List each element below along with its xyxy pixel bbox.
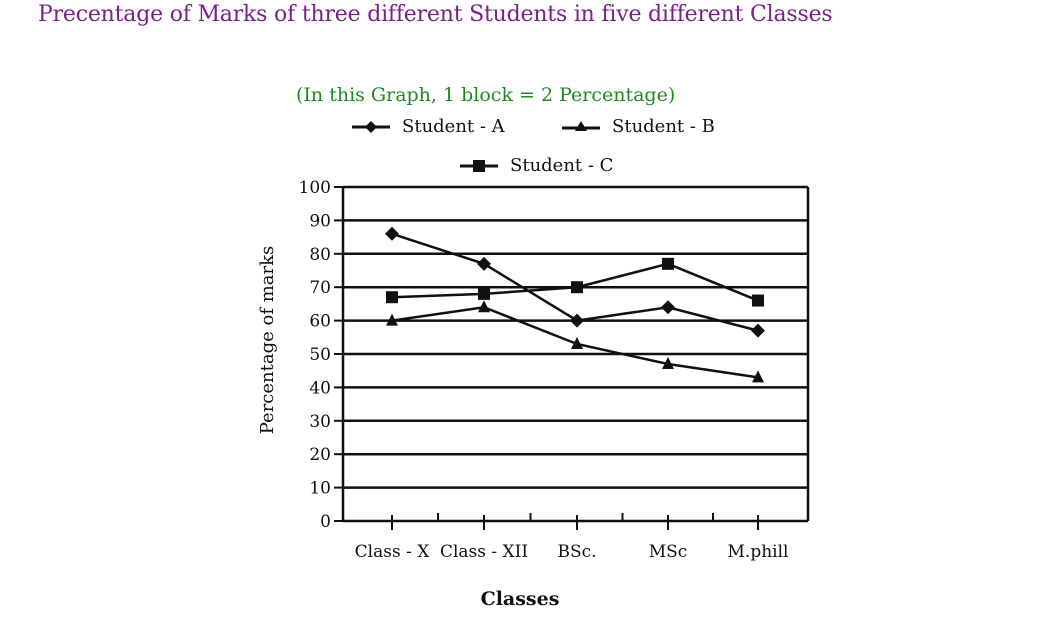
scale-note: (In this Graph, 1 block = 2 Percentage) (296, 84, 676, 106)
y-tick-label: 40 (309, 378, 331, 398)
y-tick-label: 50 (309, 345, 331, 365)
legend-item-student-b: Student - B (560, 116, 715, 137)
data-point-square (571, 281, 583, 294)
data-point-triangle (386, 313, 398, 326)
y-tick-label: 90 (309, 211, 331, 231)
legend-label-student-c: Student - C (510, 155, 614, 176)
legend-label-student-b: Student - B (612, 116, 715, 137)
y-tick-label: 10 (309, 479, 331, 499)
data-point-square (478, 287, 490, 300)
data-point-triangle (752, 370, 764, 383)
data-point-diamond (570, 313, 584, 328)
legend-item-student-c: Student - C (458, 155, 613, 176)
data-point-triangle (478, 300, 490, 313)
y-tick-label: 0 (320, 512, 331, 532)
x-tick-label: MSc (649, 542, 688, 562)
y-tick-label: 30 (309, 412, 331, 432)
y-tick-label: 20 (309, 445, 331, 465)
y-tick-label: 80 (309, 245, 331, 265)
data-point-square (752, 294, 764, 307)
data-point-triangle (662, 357, 674, 370)
data-point-triangle (571, 336, 583, 349)
page-title: Precentage of Marks of three different S… (38, 2, 833, 27)
x-tick-label: Class - XII (440, 542, 528, 562)
x-tick-label: M.phill (728, 542, 789, 562)
data-markers (385, 226, 765, 383)
series-lines (391, 232, 759, 379)
grid-lines (343, 185, 808, 489)
axes (334, 186, 810, 530)
y-axis-label: Percentage of marks (257, 246, 278, 435)
square-marker-icon (460, 159, 498, 172)
legend-item-student-a: Student - A (350, 116, 505, 137)
triangle-marker-icon (562, 120, 600, 131)
y-tick-labels: 0 10 20 30 40 50 60 70 80 90 100 (299, 178, 331, 532)
x-axis-label: Classes (481, 588, 560, 610)
diamond-marker-icon (352, 120, 390, 133)
x-tick-label: Class - X (355, 542, 431, 562)
data-point-diamond (477, 256, 491, 271)
x-tick-label: BSc. (557, 542, 596, 562)
y-tick-label: 100 (299, 178, 331, 198)
data-point-diamond (661, 300, 675, 315)
data-point-diamond (751, 323, 765, 338)
y-tick-label: 70 (309, 278, 331, 298)
x-tick-labels: Class - X Class - XII BSc. MSc M.phill (355, 542, 789, 562)
data-point-diamond (385, 226, 399, 241)
data-point-square (662, 257, 674, 270)
data-point-square (386, 291, 398, 304)
legend-label-student-a: Student - A (402, 116, 505, 137)
y-tick-label: 60 (309, 312, 331, 332)
